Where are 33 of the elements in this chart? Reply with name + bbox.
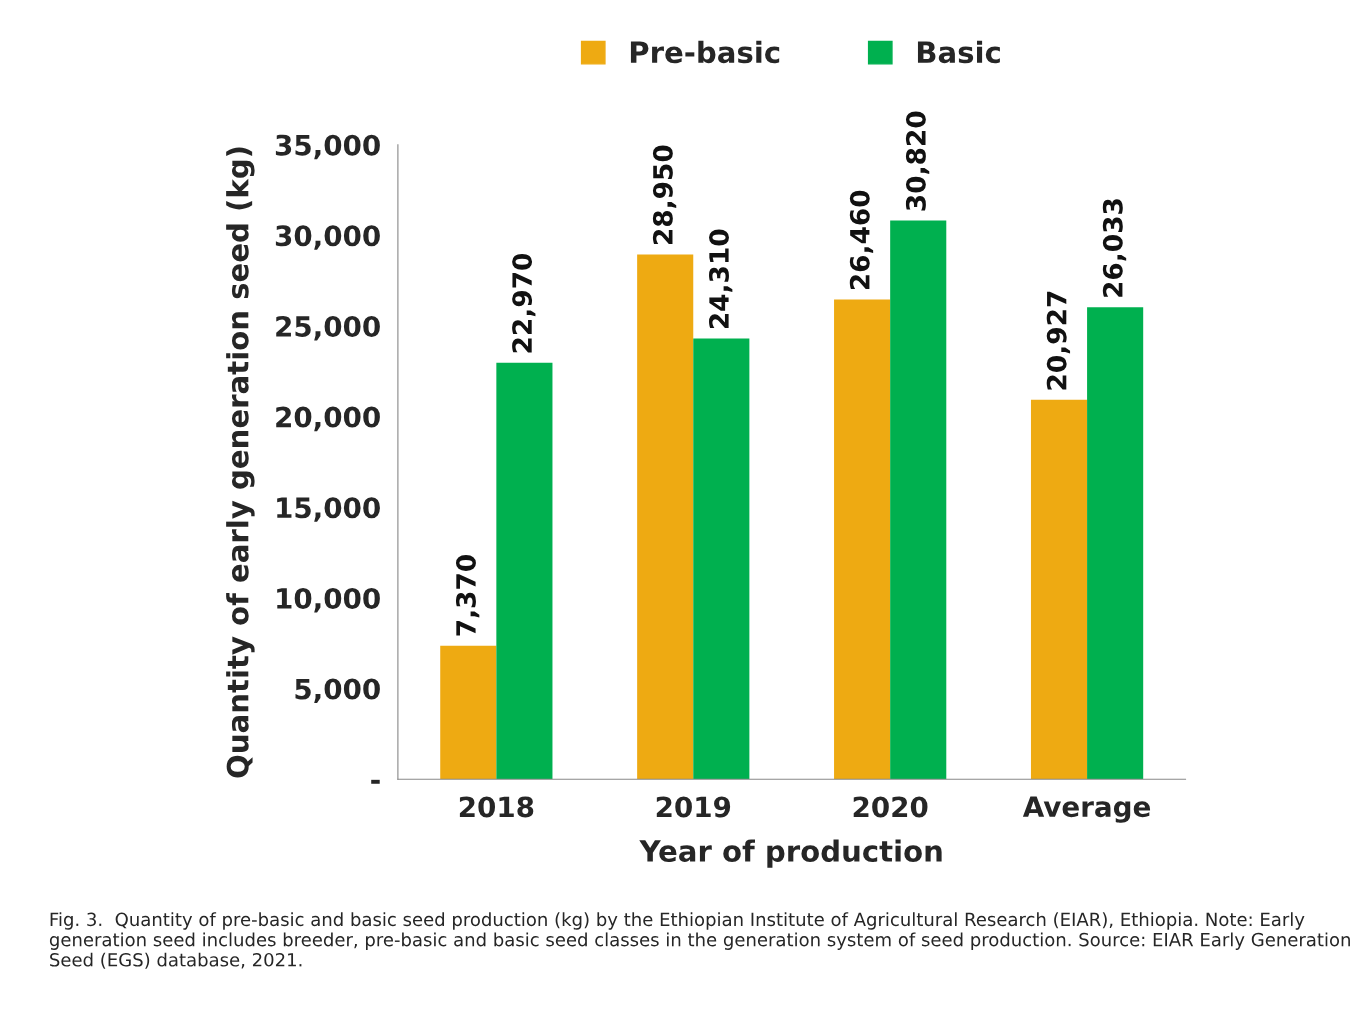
- x-axis-title: Year of production: [639, 839, 942, 868]
- y-tick-label: 5,000: [295, 678, 380, 704]
- data-label: 22,970: [512, 253, 536, 353]
- bar: [440, 645, 497, 780]
- bar: [1087, 307, 1144, 780]
- y-tick-label: 35,000: [275, 134, 380, 160]
- bar: [637, 254, 694, 780]
- bar: [834, 299, 891, 780]
- data-label: 28,950: [652, 145, 677, 244]
- data-label: 26,460: [849, 190, 874, 290]
- data-label: 24,310: [709, 229, 733, 329]
- x-tick-label: 2020: [853, 796, 928, 818]
- bar: [890, 220, 947, 780]
- data-label: 7,370: [455, 555, 480, 636]
- caption: Fig. 3. Quantity of pre-basic and basic seed production (kg) by the Ethiopian Institute of Agricultural Research (EIAR), Ethiopia. Note: Early generation seed includes breeder, pre-basic and basic seed classes in the generation system of seed production. Source: EIAR Early Generation Seed (EGS) database, 2021.: [49, 912, 1350, 969]
- x-tick-label: Average: [1022, 796, 1151, 823]
- x-tick-label: 2019: [656, 796, 731, 818]
- data-label: 30,820: [905, 111, 930, 211]
- legend-label: Pre-basic: [630, 40, 780, 64]
- data-label: 26,033: [1102, 199, 1127, 297]
- bar: [496, 362, 553, 780]
- y-tick-label: 15,000: [277, 497, 380, 522]
- y-axis-title: Quantity of early generation seed (kg): [226, 147, 255, 778]
- y-tick-label: 25,000: [276, 315, 380, 341]
- y-tick-label: 30,000: [275, 225, 380, 250]
- bar: [693, 338, 750, 780]
- y-tick-label: -: [371, 779, 380, 784]
- x-tick-label: 2018: [459, 796, 534, 818]
- y-tick-label: 20,000: [276, 406, 380, 432]
- data-label: 20,927: [1046, 291, 1071, 390]
- legend-label: Basic: [917, 40, 1000, 64]
- bar: [1030, 399, 1088, 780]
- y-tick-label: 10,000: [277, 587, 380, 613]
